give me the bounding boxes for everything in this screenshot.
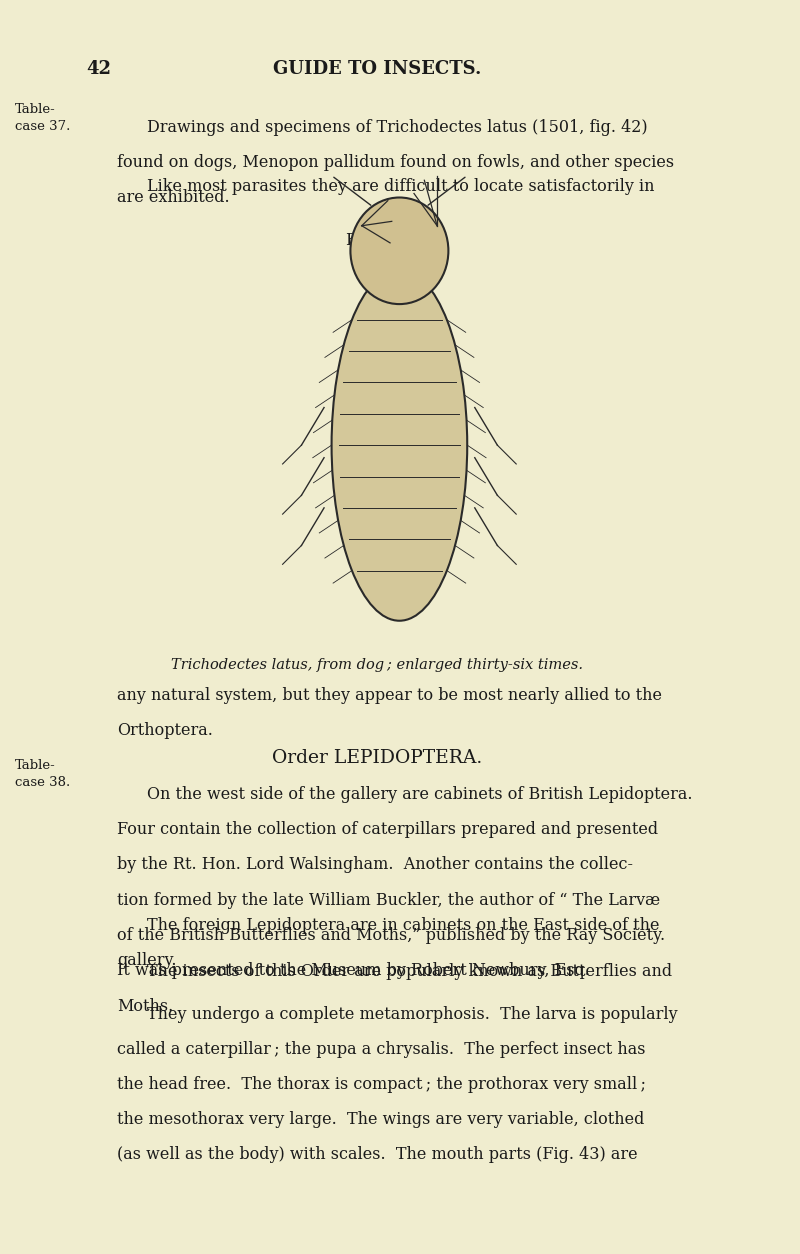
Ellipse shape: [331, 270, 467, 621]
Text: Moths.: Moths.: [117, 998, 173, 1016]
Text: of the British Butterflies and Moths,” published by the Ray Society.: of the British Butterflies and Moths,” p…: [117, 927, 665, 944]
Text: Orthoptera.: Orthoptera.: [117, 722, 213, 740]
Text: The foreign Lepidoptera are in cabinets on the East side of the: The foreign Lepidoptera are in cabinets …: [147, 917, 659, 934]
Text: are exhibited.: are exhibited.: [117, 189, 230, 207]
Text: found on dogs, Menopon pallidum found on fowls, and other species: found on dogs, Menopon pallidum found on…: [117, 154, 674, 172]
Ellipse shape: [350, 197, 448, 303]
Text: tion formed by the late William Buckler, the author of “ The Larvæ: tion formed by the late William Buckler,…: [117, 892, 660, 909]
Text: Fig. 42.: Fig. 42.: [346, 232, 408, 250]
Text: On the west side of the gallery are cabinets of British Lepidoptera.: On the west side of the gallery are cabi…: [147, 786, 693, 804]
Text: gallery.: gallery.: [117, 952, 176, 969]
Text: Like most parasites they are difficult to locate satisfactorily in: Like most parasites they are difficult t…: [147, 178, 654, 196]
Text: (as well as the body) with scales.  The mouth parts (Fig. 43) are: (as well as the body) with scales. The m…: [117, 1146, 638, 1164]
Text: Trichodectes latus, from dog ; enlarged thirty-six times.: Trichodectes latus, from dog ; enlarged …: [171, 658, 582, 672]
Text: They undergo a complete metamorphosis.  The larva is popularly: They undergo a complete metamorphosis. T…: [147, 1006, 678, 1023]
Text: Table-
case 37.: Table- case 37.: [15, 103, 70, 133]
Text: Table-
case 38.: Table- case 38.: [15, 759, 70, 789]
Text: any natural system, but they appear to be most nearly allied to the: any natural system, but they appear to b…: [117, 687, 662, 705]
Text: Drawings and specimens of Trichodectes latus (1501, fig. 42): Drawings and specimens of Trichodectes l…: [147, 119, 647, 137]
Text: GUIDE TO INSECTS.: GUIDE TO INSECTS.: [273, 60, 481, 78]
Text: Order LEPIDOPTERA.: Order LEPIDOPTERA.: [272, 749, 482, 766]
Text: It was presented to the Museum by Robert Newbury, Esq.: It was presented to the Museum by Robert…: [117, 962, 590, 979]
Text: the mesothorax very large.  The wings are very variable, clothed: the mesothorax very large. The wings are…: [117, 1111, 644, 1129]
Text: Four contain the collection of caterpillars prepared and presented: Four contain the collection of caterpill…: [117, 821, 658, 839]
Text: called a caterpillar ; the pupa a chrysalis.  The perfect insect has: called a caterpillar ; the pupa a chrysa…: [117, 1041, 646, 1058]
Text: The insects of this Order are popularly known as Butterflies and: The insects of this Order are popularly …: [147, 963, 672, 981]
Text: the head free.  The thorax is compact ; the prothorax very small ;: the head free. The thorax is compact ; t…: [117, 1076, 646, 1093]
Text: 42: 42: [86, 60, 112, 78]
Text: by the Rt. Hon. Lord Walsingham.  Another contains the collec-: by the Rt. Hon. Lord Walsingham. Another…: [117, 856, 633, 874]
